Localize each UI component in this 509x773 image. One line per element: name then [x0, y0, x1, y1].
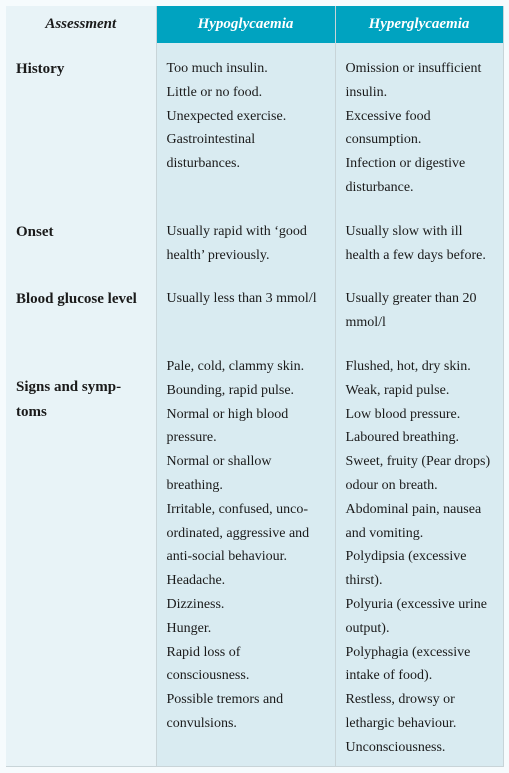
cell-history-hypo: Too much insulin.Little or no food.Unexp… [156, 43, 335, 206]
row-history: History Too much insulin.Little or no fo… [6, 43, 503, 206]
cell-history-hyper: Omission or insufficient insulin.Excessi… [335, 43, 503, 206]
cell-bgl-hyper: Usually greater than 20 mmol/l [335, 273, 503, 341]
row-blood-glucose: Blood glucose level Usually less than 3 … [6, 273, 503, 341]
cell-onset-hyper: Usually slow with ill health a few days … [335, 206, 503, 274]
table-header-row: Assessment Hypoglycaemia Hyperglycaemia [6, 6, 503, 43]
row-signs-symptoms: Signs and symp­toms Pale, cold, clammy s… [6, 341, 503, 766]
row-label-signs: Signs and symp­toms [6, 341, 156, 766]
cell-signs-hyper: Flushed, hot, dry skin.Weak, rapid pulse… [335, 341, 503, 766]
cell-onset-hypo: Usually rapid with ‘good health’ previou… [156, 206, 335, 274]
row-label-onset: Onset [6, 206, 156, 274]
cell-signs-hypo: Pale, cold, clammy skin.Bounding, rapid … [156, 341, 335, 766]
row-onset: Onset Usually rapid with ‘good health’ p… [6, 206, 503, 274]
cell-bgl-hypo: Usually less than 3 mmol/l [156, 273, 335, 341]
col-header-hyperglycaemia: Hyperglycaemia [335, 6, 503, 43]
col-header-hypoglycaemia: Hypoglycaemia [156, 6, 335, 43]
glycaemia-comparison-table: Assessment Hypoglycaemia Hyperglycaemia … [6, 6, 504, 767]
row-label-history: History [6, 43, 156, 206]
row-label-bgl: Blood glucose level [6, 273, 156, 341]
col-header-assessment: Assessment [6, 6, 156, 43]
